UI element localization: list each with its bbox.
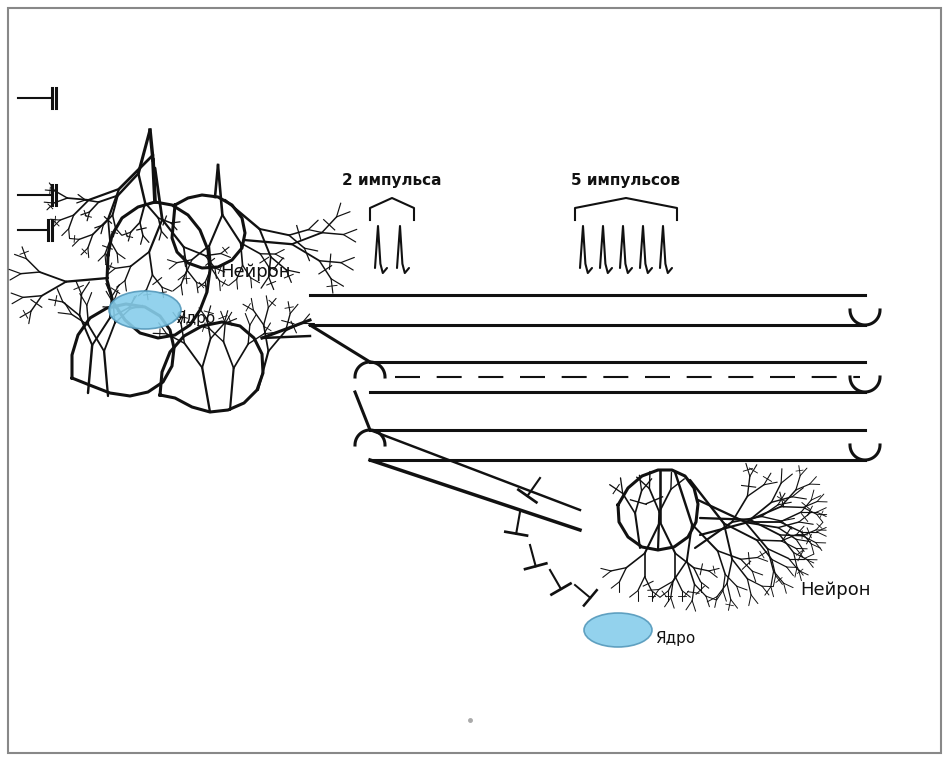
Text: Нейрон: Нейрон — [220, 263, 290, 281]
Text: 5 импульсов: 5 импульсов — [571, 173, 680, 187]
Text: Ядро: Ядро — [655, 631, 696, 645]
Text: Нейрон: Нейрон — [800, 581, 870, 599]
Text: Ядро: Ядро — [175, 310, 215, 326]
Ellipse shape — [109, 291, 181, 329]
Text: 2 импульса: 2 импульса — [343, 173, 441, 187]
Ellipse shape — [584, 613, 652, 647]
